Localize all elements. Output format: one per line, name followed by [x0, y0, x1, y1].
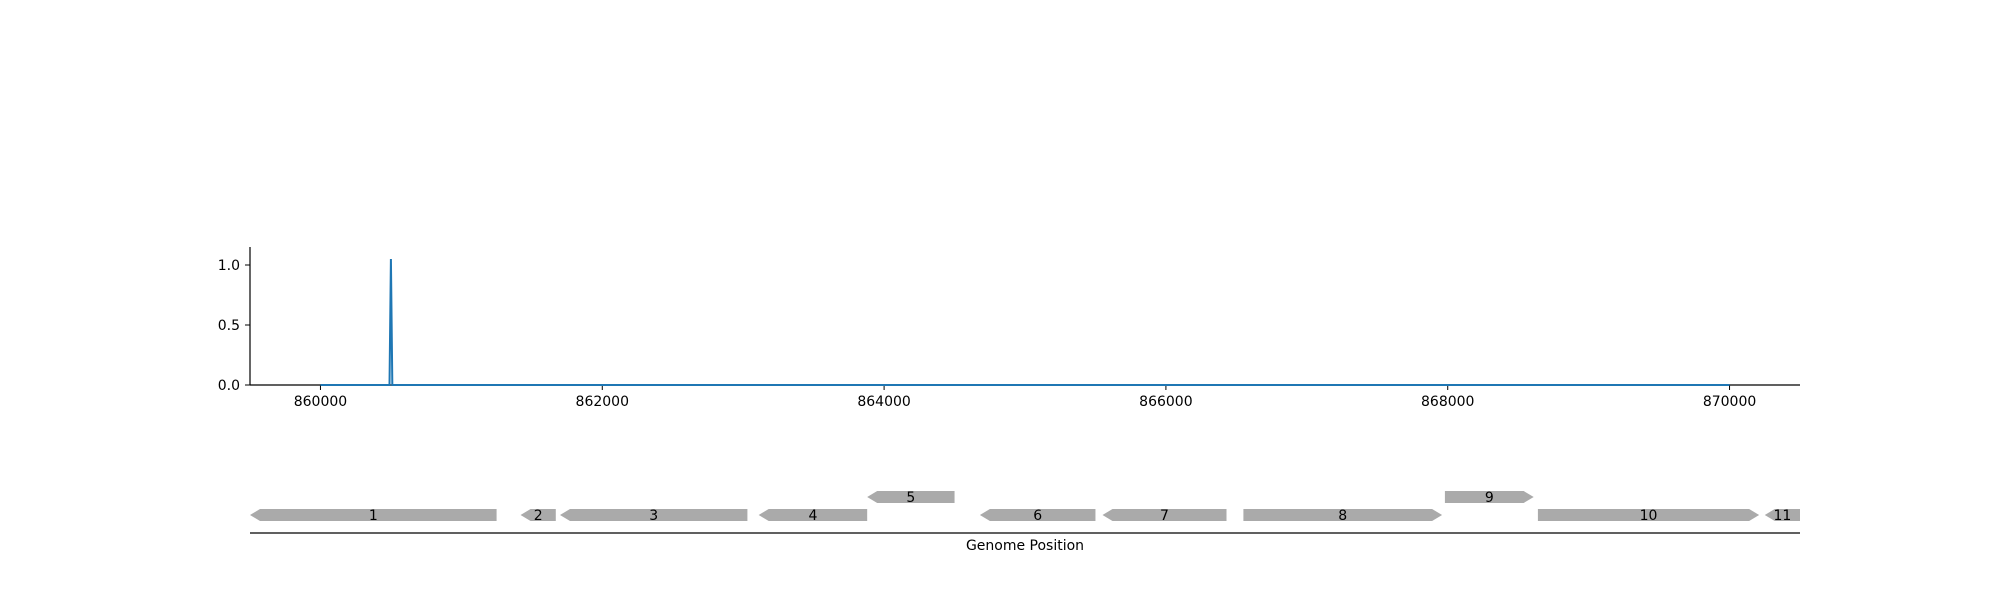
gene-feature-arrow	[867, 491, 955, 503]
x-tick-label: 860000	[294, 394, 347, 410]
gene-feature-arrow	[520, 509, 556, 521]
coverage-plot: 0.0 0.5 1.0 860000 862000 864000 866000 868000…	[218, 247, 1800, 410]
gene-feature-arrow	[250, 509, 497, 521]
gene-feature-label: 5	[906, 490, 915, 506]
gene-feature-label: 10	[1640, 508, 1658, 524]
gene-feature-label: 2	[534, 508, 543, 524]
gene-feature-label: 3	[649, 508, 658, 524]
coverage-line	[320, 258, 1730, 386]
y-tick-label: 1.0	[218, 258, 240, 274]
x-tick-label: 862000	[576, 394, 629, 410]
gene-track: 1 2 3 4 5 6 7 8 9 10 11 Genome Position	[250, 490, 1800, 554]
gene-feature-label: 4	[808, 508, 817, 524]
gene-feature-arrow	[1444, 491, 1534, 503]
gene-feature-arrow	[1102, 509, 1227, 521]
gene-feature-label: 11	[1773, 508, 1791, 524]
gene-feature-label: 7	[1160, 508, 1169, 524]
coverage-x-axis: 860000 862000 864000 866000 868000 870000	[250, 384, 1800, 410]
gene-feature-label: 6	[1033, 508, 1042, 524]
y-ticks: 0.0 0.5 1.0	[218, 258, 250, 394]
x-tick-label: 864000	[857, 394, 910, 410]
gene-feature-label: 8	[1338, 508, 1347, 524]
gene-feature-arrow	[1243, 509, 1443, 521]
coverage-y-axis: 0.0 0.5 1.0	[218, 247, 251, 394]
x-tick-label: 868000	[1421, 394, 1474, 410]
gene-features: 1 2 3 4 5 6 7 8 9 10 11	[250, 490, 1800, 524]
x-ticks: 860000 862000 864000 866000 868000 870000	[294, 385, 1756, 410]
gene-track-x-label: Genome Position	[966, 538, 1084, 554]
gene-feature-arrow	[758, 509, 868, 521]
coverage-series	[320, 258, 1730, 386]
gene-feature-label: 1	[369, 508, 378, 524]
gene-feature-arrow	[1537, 509, 1760, 521]
y-tick-label: 0.0	[218, 378, 240, 394]
gene-feature-arrow	[560, 509, 748, 521]
gene-feature-label: 9	[1485, 490, 1494, 506]
x-tick-label: 866000	[1139, 394, 1192, 410]
gene-feature-arrow	[1764, 509, 1800, 521]
gene-feature-arrow	[979, 509, 1096, 521]
x-tick-label: 870000	[1703, 394, 1756, 410]
y-tick-label: 0.5	[218, 318, 240, 334]
